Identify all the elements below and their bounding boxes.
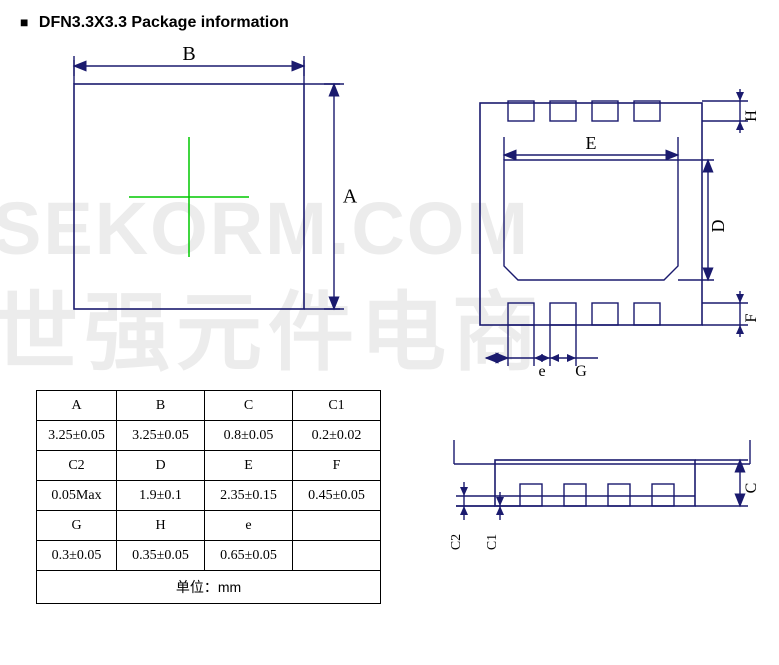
svg-text:A: A [343, 186, 358, 208]
dim-value-cell: 3.25±0.05 [37, 421, 117, 451]
dim-header-cell: A [37, 391, 117, 421]
dim-value-cell: 2.35±0.15 [205, 481, 293, 511]
dim-value-cell: 0.35±0.05 [117, 541, 205, 571]
svg-text:G: G [575, 363, 587, 380]
dim-header-cell: H [117, 511, 205, 541]
svg-text:E: E [586, 133, 597, 153]
dim-header-cell: G [37, 511, 117, 541]
svg-text:F: F [743, 313, 760, 322]
dim-header-cell [293, 511, 381, 541]
dim-value-cell: 0.45±0.05 [293, 481, 381, 511]
svg-text:D: D [708, 220, 728, 233]
dim-header-cell: C1 [293, 391, 381, 421]
dimension-table: ABCC13.25±0.053.25±0.050.8±0.050.2±0.02C… [36, 390, 381, 604]
dim-header-cell: e [205, 511, 293, 541]
unit-cell: 单位：mm [37, 571, 381, 604]
dim-header-cell: C2 [37, 451, 117, 481]
svg-text:H: H [743, 110, 760, 122]
dim-value-cell: 0.3±0.05 [37, 541, 117, 571]
dim-value-cell: 0.65±0.05 [205, 541, 293, 571]
dim-header-cell: E [205, 451, 293, 481]
dim-value-cell: 0.05Max [37, 481, 117, 511]
dim-value-cell: 1.9±0.1 [117, 481, 205, 511]
dim-header-cell: D [117, 451, 205, 481]
svg-text:C1: C1 [485, 534, 500, 550]
dim-value-cell: 0.2±0.02 [293, 421, 381, 451]
dim-value-cell [293, 541, 381, 571]
svg-text:C: C [743, 483, 760, 494]
dim-header-cell: C [205, 391, 293, 421]
svg-text:B: B [182, 43, 195, 65]
dim-header-cell: B [117, 391, 205, 421]
dim-header-cell: F [293, 451, 381, 481]
svg-text:C2: C2 [449, 534, 464, 550]
svg-text:e: e [538, 363, 545, 380]
dim-value-cell: 0.8±0.05 [205, 421, 293, 451]
dim-value-cell: 3.25±0.05 [117, 421, 205, 451]
